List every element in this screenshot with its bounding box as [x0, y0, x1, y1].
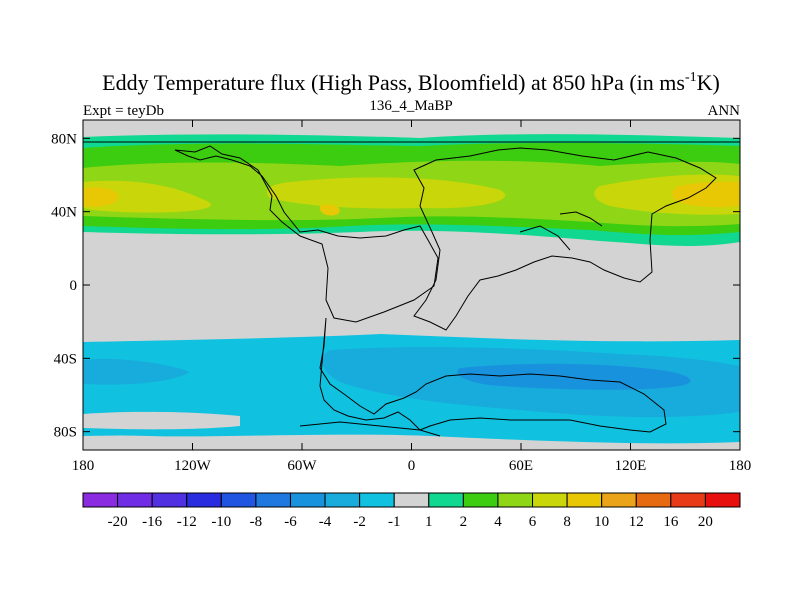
colorbar-swatch: [428, 492, 464, 508]
colorbar-swatch: [566, 492, 603, 508]
colorbar-swatch: [186, 492, 222, 508]
sh-band-4-6: [457, 363, 691, 390]
y-tick-label: 40S: [54, 351, 77, 367]
x-tick-label: 60W: [287, 458, 317, 474]
inner-coast-1: [559, 211, 603, 227]
colorbar-swatch: [220, 492, 257, 508]
colorbar-label: 10: [594, 514, 609, 530]
colorbar-swatch: [462, 492, 499, 508]
x-tick-label: 120E: [615, 458, 647, 474]
run-label: 136_4_MaBP: [369, 98, 452, 114]
colorbar-label: 20: [698, 514, 713, 530]
colorbar-swatch: [393, 492, 430, 508]
y-tick-label: 80N: [51, 131, 77, 147]
map-plot: [83, 120, 740, 450]
southern-landmass: [319, 317, 667, 433]
colorbar-swatch: [601, 492, 637, 508]
western-landmass: [174, 145, 439, 323]
colorbar-label: -12: [177, 514, 197, 530]
colorbar-swatch: [359, 492, 395, 508]
x-tick-label: 120W: [174, 458, 212, 474]
x-tick-label: 60E: [509, 458, 533, 474]
y-tick-label: 0: [70, 278, 78, 294]
colorbar-label: 16: [663, 514, 679, 530]
colorbar-swatch: [117, 492, 153, 508]
colorbar-label: -20: [108, 514, 128, 530]
y-axis: 80N 40N 0 40S 80S: [51, 131, 740, 441]
colorbar-label: -1: [388, 514, 401, 530]
experiment-label: Expt = teyDb: [83, 103, 164, 119]
colorbar-label: 2: [460, 514, 468, 530]
colorbar-label: 8: [563, 514, 571, 530]
season-label: ANN: [708, 103, 741, 119]
x-axis: 180 120W 60W 0 60E 120E 180: [72, 120, 752, 474]
colorbar-label: -8: [250, 514, 263, 530]
colorbar-swatch: [635, 492, 672, 508]
colorbar-swatch: [324, 492, 361, 508]
colorbar-swatch: [704, 492, 741, 508]
y-tick-label: 40N: [51, 205, 77, 221]
eastern-landmass: [413, 147, 717, 331]
chart-title: Eddy Temperature flux (High Pass, Bloomf…: [102, 70, 720, 95]
colorbar: -20 -16 -12 -10 -8 -6 -4 -2 -1 1 2 4 6 8 10 12 16 20: [82, 492, 741, 530]
colorbar-label: -10: [211, 514, 231, 530]
colorbar-swatch: [497, 492, 534, 508]
y-tick-label: 80S: [54, 425, 77, 441]
colorbar-label: 6: [529, 514, 537, 530]
colorbar-swatch: [289, 492, 326, 508]
colorbar-swatch: [151, 492, 188, 508]
coastlines: [83, 141, 740, 437]
inner-coast-2: [519, 225, 571, 251]
colorbar-label: 12: [629, 514, 644, 530]
x-tick-label: 0: [408, 458, 416, 474]
colorbar-label: -4: [319, 514, 332, 530]
x-tick-label: 180: [729, 458, 752, 474]
colorbar-swatch: [255, 492, 291, 508]
nh-band-6-8: [83, 174, 740, 215]
sh-polar-patch: [83, 411, 240, 430]
colorbar-swatch: [670, 492, 706, 508]
x-tick-label: 180: [72, 458, 95, 474]
colorbar-label: -2: [353, 514, 366, 530]
colorbar-label: -16: [142, 514, 162, 530]
colorbar-label: -6: [284, 514, 297, 530]
colorbar-swatch: [532, 492, 568, 508]
colorbar-label: 1: [425, 514, 433, 530]
colorbar-label: 4: [494, 514, 502, 530]
colorbar-swatch: [82, 492, 119, 508]
south-polar-coast: [299, 421, 441, 437]
